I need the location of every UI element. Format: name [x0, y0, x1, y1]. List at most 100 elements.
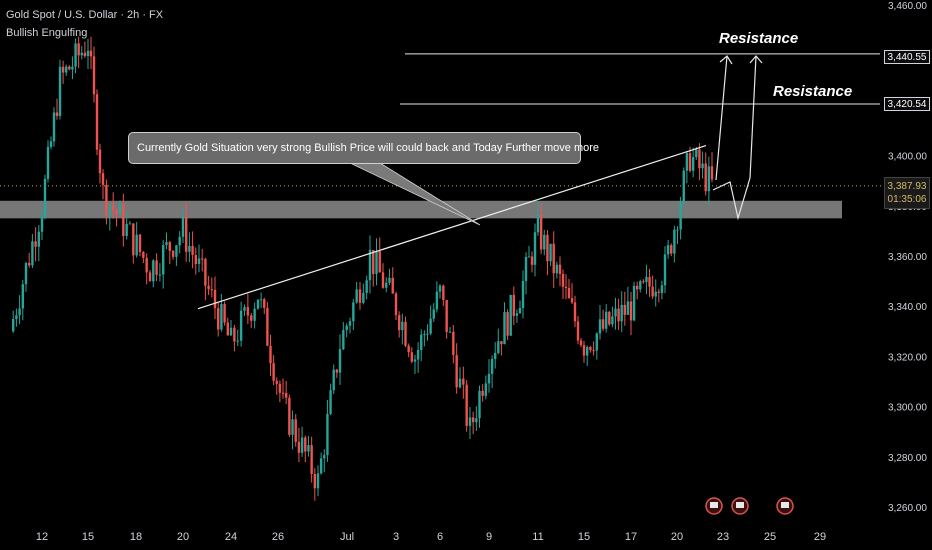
- candle-body-93: [310, 445, 313, 474]
- candle-body-70: [236, 340, 239, 342]
- y-tick-label-3: 3,320.00: [888, 352, 927, 363]
- candle-body-198: [642, 281, 645, 283]
- candle-body-81: [272, 363, 275, 381]
- resistance-label-upper: Resistance: [719, 30, 799, 47]
- candle-body-138: [455, 355, 458, 388]
- candle-body-42: [145, 257, 148, 273]
- candle-body-17: [65, 66, 68, 73]
- symbol-title: Gold Spot / U.S. Dollar · 2h · FX: [6, 9, 164, 21]
- x-tick-label-10: 11: [532, 531, 543, 543]
- candle-body-116: [385, 282, 388, 288]
- candle-body-21: [77, 43, 80, 56]
- candle-body-113: [375, 251, 378, 274]
- candle-body-149: [490, 358, 494, 374]
- candle-body-148: [487, 373, 491, 384]
- candle-body-84: [281, 392, 285, 394]
- candle-body-195: [632, 285, 636, 321]
- candle-body-142: [468, 417, 472, 426]
- resistance-price-tag-lower: 3,420.54: [884, 97, 930, 111]
- candle-body-31: [108, 205, 111, 216]
- candle-body-125: [413, 359, 417, 362]
- candle-body-109: [362, 292, 365, 303]
- candle-body-35: [122, 204, 125, 237]
- candle-body-38: [132, 223, 135, 256]
- event-flag-2: [781, 502, 789, 508]
- candle-body-118: [391, 277, 394, 294]
- candle-body-167: [546, 234, 549, 262]
- candle-body-10: [43, 178, 47, 217]
- candle-body-193: [626, 301, 630, 315]
- candle-body-168: [549, 243, 552, 262]
- candle-body-46: [158, 274, 162, 276]
- candle-body-65: [220, 304, 223, 330]
- candle-body-89: [297, 441, 301, 453]
- candle-body-44: [152, 260, 155, 282]
- candle-body-215: [695, 149, 698, 158]
- candle-body-54: [185, 216, 188, 252]
- resistance-label-lower: Resistance: [773, 83, 853, 100]
- candle-body-92: [307, 445, 310, 452]
- candle-body-53: [181, 216, 185, 237]
- candle-body-144: [475, 418, 478, 423]
- candle-body-107: [355, 289, 358, 303]
- x-tick-label-16: 29: [814, 531, 826, 543]
- candle-body-114: [378, 251, 381, 273]
- candle-body-69: [233, 327, 236, 342]
- candle-body-180: [586, 346, 589, 356]
- candle-body-67: [226, 322, 229, 336]
- candle-body-182: [592, 350, 595, 352]
- support-zone: [0, 200, 842, 219]
- candle-body-112: [372, 250, 375, 274]
- candle-body-123: [407, 345, 410, 353]
- x-tick-label-15: 25: [764, 531, 776, 543]
- candle-body-3: [21, 284, 24, 309]
- candle-body-77: [259, 299, 263, 301]
- candle-body-147: [484, 383, 488, 396]
- candle-body-83: [278, 383, 282, 393]
- current-price-value: 3,387.93: [887, 181, 927, 192]
- candle-body-75: [253, 308, 256, 321]
- candle-body-96: [319, 458, 323, 474]
- candle-body-135: [445, 299, 448, 332]
- candle-body-171: [558, 264, 562, 274]
- candle-body-37: [128, 223, 132, 225]
- candle-body-88: [294, 419, 297, 442]
- candle-body-137: [452, 331, 455, 356]
- candle-body-165: [539, 214, 543, 250]
- candle-body-129: [426, 333, 429, 335]
- candle-body-85: [284, 393, 288, 398]
- candle-body-187: [608, 311, 611, 325]
- candle-body-133: [438, 285, 442, 292]
- candle-body-19: [71, 66, 74, 70]
- candle-body-124: [410, 352, 414, 362]
- candle-body-27: [95, 94, 99, 150]
- candle-body-101: [335, 369, 339, 373]
- candle-body-91: [304, 437, 307, 452]
- candle-body-166: [543, 234, 546, 250]
- candle-body-60: [204, 258, 207, 286]
- candle-body-141: [465, 384, 468, 426]
- candle-body-204: [660, 285, 664, 293]
- y-tick-label-2: 3,300.00: [888, 403, 927, 414]
- x-tick-label-2: 18: [130, 531, 142, 543]
- candle-body-117: [388, 277, 391, 283]
- candle-body-190: [617, 308, 620, 322]
- candle-body-50: [171, 250, 175, 257]
- candle-body-207: [670, 245, 673, 254]
- resistance-price-tag-upper: 3,440.55: [884, 50, 930, 64]
- candle-body-59: [201, 258, 204, 260]
- candle-body-177: [576, 321, 580, 341]
- candle-body-119: [394, 293, 398, 316]
- candle-body-20: [74, 43, 77, 67]
- y-tick-label-4: 3,340.00: [888, 302, 927, 313]
- candle-body-71: [239, 310, 243, 341]
- candle-body-56: [191, 246, 194, 255]
- candle-body-33: [115, 209, 118, 215]
- candle-body-43: [148, 272, 152, 282]
- candle-body-214: [691, 157, 695, 171]
- candle-body-122: [404, 321, 407, 346]
- candle-body-28: [98, 149, 102, 174]
- candle-body-191: [620, 304, 623, 322]
- candle-body-205: [663, 254, 667, 286]
